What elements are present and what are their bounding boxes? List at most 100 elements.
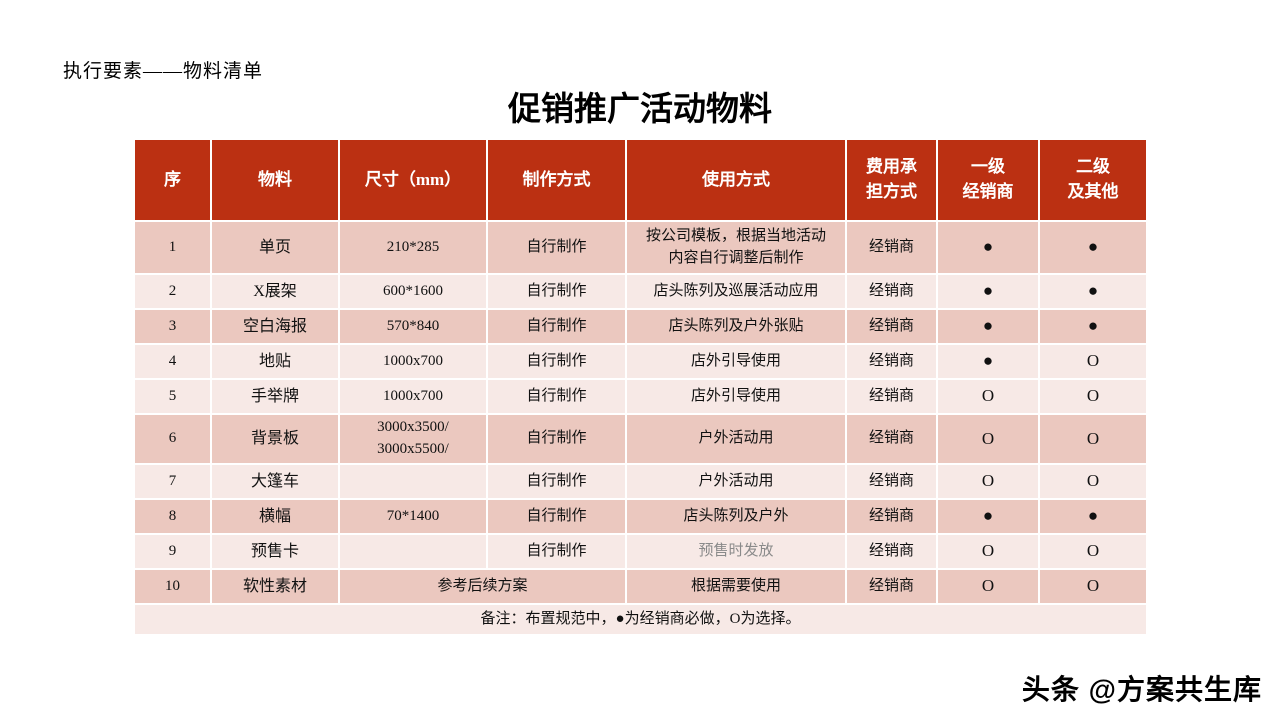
cell-material: 单页 <box>210 220 340 275</box>
cell-cost: 经销商 <box>845 463 938 500</box>
cell-tier2-marker: ● <box>1038 273 1148 310</box>
cell-cost: 经销商 <box>845 220 938 275</box>
column-header-size: 尺寸（mm） <box>338 138 488 222</box>
cell-method: 自行制作 <box>486 533 627 570</box>
cell-cost: 经销商 <box>845 533 938 570</box>
cell-method: 自行制作 <box>486 498 627 535</box>
cell-tier1-marker: O <box>936 378 1040 415</box>
cell-no: 9 <box>133 533 212 570</box>
cell-method: 自行制作 <box>486 220 627 275</box>
cell-tier2-marker: O <box>1038 568 1148 605</box>
table-row: 6 背景板 3000x3500/ 3000x5500/ 自行制作 户外活动用 经… <box>133 413 1148 465</box>
cell-cost: 经销商 <box>845 413 938 465</box>
cell-usage: 店头陈列及巡展活动应用 <box>625 273 847 310</box>
cell-tier1-marker: O <box>936 533 1040 570</box>
table-row: 2 X展架 600*1600 自行制作 店头陈列及巡展活动应用 经销商 ● ● <box>133 273 1148 310</box>
cell-method: 自行制作 <box>486 343 627 380</box>
cell-tier1-marker: O <box>936 568 1040 605</box>
section-label: 执行要素——物料清单 <box>63 61 264 82</box>
cell-size <box>338 463 488 500</box>
cell-no: 3 <box>133 308 212 345</box>
cell-size: 3000x3500/ 3000x5500/ <box>338 413 488 465</box>
cell-size: 570*840 <box>338 308 488 345</box>
cell-no: 4 <box>133 343 212 380</box>
cell-usage: 按公司模板，根据当地活动 内容自行调整后制作 <box>625 220 847 275</box>
table-row: 3 空白海报 570*840 自行制作 店头陈列及户外张贴 经销商 ● ● <box>133 308 1148 345</box>
cell-material: 空白海报 <box>210 308 340 345</box>
cell-cost: 经销商 <box>845 273 938 310</box>
cell-tier1-marker: O <box>936 463 1040 500</box>
column-header-method: 制作方式 <box>486 138 627 222</box>
table-row: 7 大篷车 自行制作 户外活动用 经销商 O O <box>133 463 1148 500</box>
table-row: 5 手举牌 1000x700 自行制作 店外引导使用 经销商 O O <box>133 378 1148 415</box>
cell-tier2-marker: O <box>1038 343 1148 380</box>
cell-cost: 经销商 <box>845 343 938 380</box>
cell-material: 横幅 <box>210 498 340 535</box>
materials-table: 序 物料 尺寸（mm） 制作方式 使用方式 费用承 担方式 一级 经销商 二级 … <box>133 138 1148 636</box>
cell-material: 背景板 <box>210 413 340 465</box>
cell-usage: 根据需要使用 <box>625 568 847 605</box>
cell-tier1-marker: ● <box>936 308 1040 345</box>
column-header-usage: 使用方式 <box>625 138 847 222</box>
cell-size-merged: 参考后续方案 <box>338 568 627 605</box>
cell-material: 软性素材 <box>210 568 340 605</box>
cell-no: 8 <box>133 498 212 535</box>
table-row: 9 预售卡 自行制作 预售时发放 经销商 O O <box>133 533 1148 570</box>
page-title: 促销推广活动物料 <box>508 92 772 128</box>
column-header-no: 序 <box>133 138 212 222</box>
cell-tier1-marker: ● <box>936 220 1040 275</box>
cell-material: 手举牌 <box>210 378 340 415</box>
watermark: 头条 @方案共生库 <box>1021 674 1262 705</box>
table-row: 8 横幅 70*1400 自行制作 店头陈列及户外 经销商 ● ● <box>133 498 1148 535</box>
cell-usage: 店头陈列及户外张贴 <box>625 308 847 345</box>
cell-cost: 经销商 <box>845 378 938 415</box>
cell-size: 210*285 <box>338 220 488 275</box>
cell-tier2-marker: ● <box>1038 498 1148 535</box>
cell-material: X展架 <box>210 273 340 310</box>
column-header-material: 物料 <box>210 138 340 222</box>
cell-no: 1 <box>133 220 212 275</box>
column-header-tier1: 一级 经销商 <box>936 138 1040 222</box>
cell-tier2-marker: ● <box>1038 220 1148 275</box>
cell-size: 1000x700 <box>338 378 488 415</box>
cell-method: 自行制作 <box>486 463 627 500</box>
cell-no: 5 <box>133 378 212 415</box>
cell-method: 自行制作 <box>486 273 627 310</box>
table-row: 4 地贴 1000x700 自行制作 店外引导使用 经销商 ● O <box>133 343 1148 380</box>
cell-no: 2 <box>133 273 212 310</box>
cell-no: 7 <box>133 463 212 500</box>
table-footnote-row: 备注：布置规范中，●为经销商必做，O为选择。 <box>133 603 1148 636</box>
table-row: 10 软性素材 参考后续方案 根据需要使用 经销商 O O <box>133 568 1148 605</box>
column-header-tier2: 二级 及其他 <box>1038 138 1148 222</box>
cell-tier1-marker: ● <box>936 498 1040 535</box>
cell-cost: 经销商 <box>845 308 938 345</box>
cell-material: 地贴 <box>210 343 340 380</box>
cell-cost: 经销商 <box>845 568 938 605</box>
cell-tier2-marker: O <box>1038 463 1148 500</box>
cell-method: 自行制作 <box>486 378 627 415</box>
cell-usage: 店外引导使用 <box>625 343 847 380</box>
cell-tier1-marker: O <box>936 413 1040 465</box>
cell-method: 自行制作 <box>486 413 627 465</box>
cell-size: 600*1600 <box>338 273 488 310</box>
cell-cost: 经销商 <box>845 498 938 535</box>
cell-usage: 店头陈列及户外 <box>625 498 847 535</box>
cell-no: 6 <box>133 413 212 465</box>
cell-material: 预售卡 <box>210 533 340 570</box>
cell-usage: 户外活动用 <box>625 463 847 500</box>
cell-size <box>338 533 488 570</box>
cell-tier1-marker: ● <box>936 343 1040 380</box>
cell-material: 大篷车 <box>210 463 340 500</box>
table-row: 1 单页 210*285 自行制作 按公司模板，根据当地活动 内容自行调整后制作… <box>133 220 1148 275</box>
cell-usage: 预售时发放 <box>625 533 847 570</box>
cell-method: 自行制作 <box>486 308 627 345</box>
cell-usage: 店外引导使用 <box>625 378 847 415</box>
column-header-cost: 费用承 担方式 <box>845 138 938 222</box>
table-header-row: 序 物料 尺寸（mm） 制作方式 使用方式 费用承 担方式 一级 经销商 二级 … <box>133 138 1148 222</box>
cell-no: 10 <box>133 568 212 605</box>
cell-tier1-marker: ● <box>936 273 1040 310</box>
cell-size: 1000x700 <box>338 343 488 380</box>
table-footnote: 备注：布置规范中，●为经销商必做，O为选择。 <box>133 603 1148 636</box>
cell-tier2-marker: ● <box>1038 308 1148 345</box>
cell-size: 70*1400 <box>338 498 488 535</box>
